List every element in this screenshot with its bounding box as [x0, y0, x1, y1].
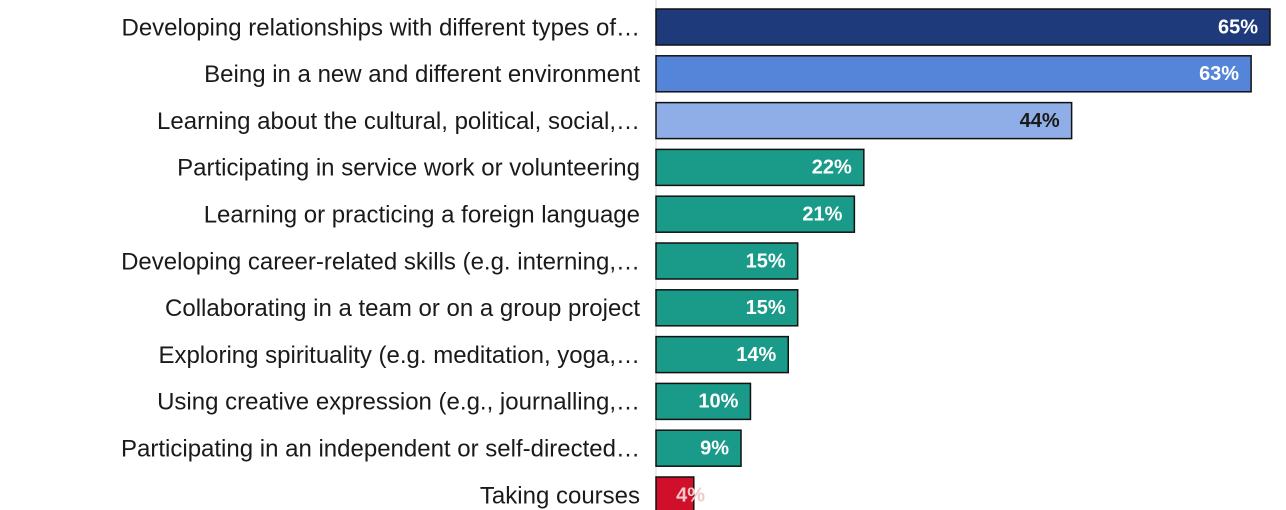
value-label: 15%: [746, 250, 786, 272]
value-label: 44%: [1020, 110, 1060, 132]
bar: [655, 289, 799, 327]
category-label: Developing career-related skills (e.g. i…: [121, 248, 640, 275]
value-label: 21%: [802, 203, 842, 225]
bar: [655, 335, 789, 374]
value-label: 14%: [736, 344, 776, 366]
category-label: Collaborating in a team or on a group pr…: [165, 295, 640, 322]
category-label: Learning or practicing a foreign languag…: [204, 202, 640, 229]
category-label: Learning about the cultural, political, …: [157, 108, 640, 135]
bar: [655, 55, 1252, 93]
bar: [655, 429, 742, 467]
value-label: 15%: [746, 297, 786, 319]
bar: [655, 242, 799, 280]
bar: [655, 101, 1073, 140]
bar: [655, 8, 1271, 46]
category-label: Participating in an independent or self-…: [121, 436, 640, 463]
category-label: Taking courses: [480, 482, 640, 509]
value-label: 22%: [812, 157, 852, 179]
value-label: 63%: [1199, 63, 1239, 85]
category-label: Exploring spirituality (e.g. meditation,…: [158, 342, 640, 369]
category-label: Using creative expression (e.g., journal…: [157, 389, 640, 416]
bar: [655, 382, 752, 421]
value-label: 9%: [700, 437, 729, 459]
category-label: Participating in service work or volunte…: [177, 155, 640, 182]
bar: [655, 476, 695, 510]
category-label: Being in a new and different environment: [204, 61, 640, 88]
value-label: 4%: [676, 484, 705, 506]
bar: [655, 148, 865, 187]
value-label: 65%: [1218, 16, 1258, 38]
bar: [655, 195, 856, 233]
category-label: Developing relationships with different …: [121, 14, 640, 41]
value-label: 10%: [698, 391, 738, 413]
